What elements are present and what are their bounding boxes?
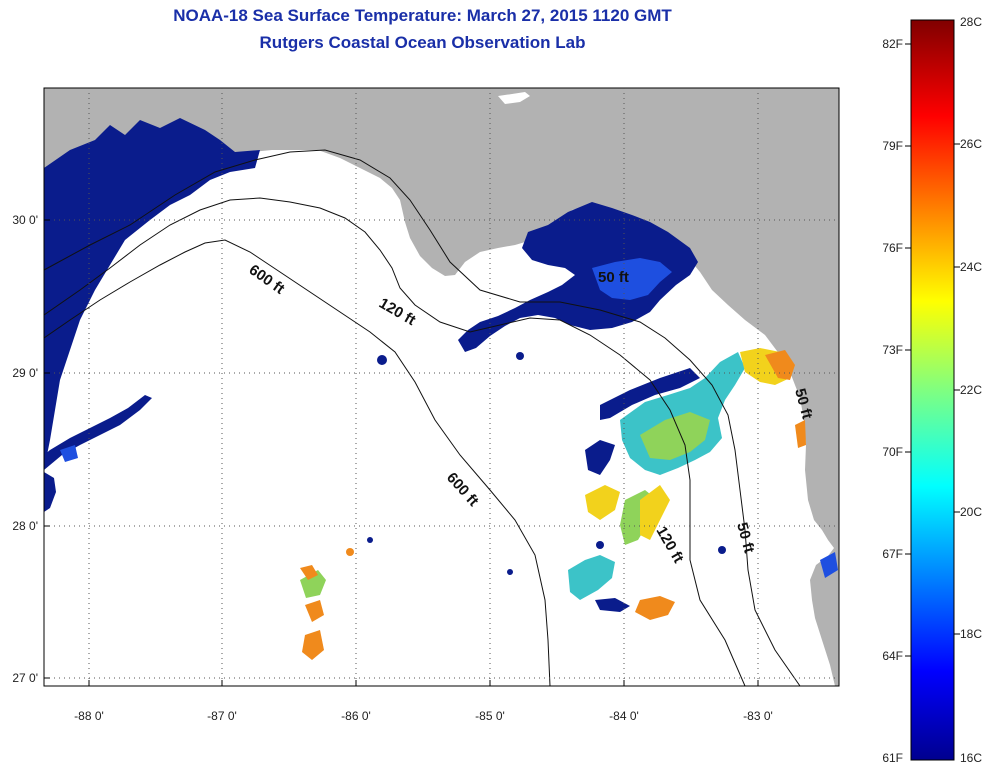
map-frame [43, 87, 840, 687]
colorbar-ticks [905, 43, 960, 657]
colorbar-f-label: 67F [882, 547, 903, 561]
island [498, 92, 530, 104]
colorbar-f-label: 70F [882, 445, 903, 459]
sst-cold-region [44, 118, 726, 612]
map-title: NOAA-18 Sea Surface Temperature: March 2… [173, 6, 672, 25]
lat-label: 28 0' [12, 519, 38, 533]
colorbar-f-label: 64F [882, 649, 903, 663]
colorbar-c-label: 22C [960, 383, 982, 397]
axis-ticks [44, 219, 759, 686]
colorbar-f-label: 79F [882, 139, 903, 153]
colorbar-c-label: 16C [960, 751, 982, 765]
colorbar-c-label: 28C [960, 15, 982, 29]
colorbar-c-label: 26C [960, 137, 982, 151]
depth-contours [44, 149, 801, 686]
lon-label: -86 0' [341, 709, 371, 723]
lon-label: -87 0' [207, 709, 237, 723]
lat-label: 29 0' [12, 366, 38, 380]
sst-cool-region [60, 258, 838, 578]
colorbar-gradient [910, 19, 955, 761]
colorbar-f-label: 73F [882, 343, 903, 357]
colorbar-c-label: 24C [960, 260, 982, 274]
colorbar-c-label: 20C [960, 505, 982, 519]
lon-label: -83 0' [743, 709, 773, 723]
colorbar-f-label: 61F [882, 751, 903, 765]
lon-label: -85 0' [475, 709, 505, 723]
lat-label: 30 0' [12, 213, 38, 227]
sst-orange-region [300, 350, 806, 660]
colorbar-f-label: 82F [882, 37, 903, 51]
colorbar-f-label: 76F [882, 241, 903, 255]
contour-label: 50 ft [598, 269, 629, 286]
map-subtitle: Rutgers Coastal Ocean Observation Lab [259, 33, 586, 52]
lat-label: 27 0' [12, 671, 38, 685]
lon-label: -88 0' [74, 709, 104, 723]
colorbar-c-label: 18C [960, 627, 982, 641]
lon-label: -84 0' [609, 709, 639, 723]
